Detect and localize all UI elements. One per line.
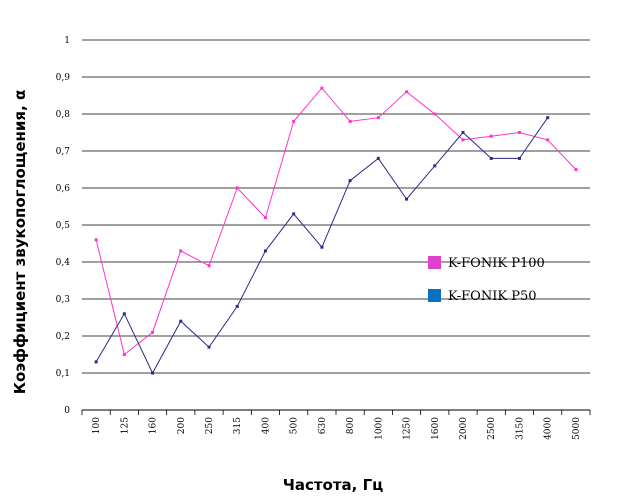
x-tick-label: 800 <box>346 417 356 434</box>
series-line-0 <box>95 87 577 356</box>
data-point <box>405 90 409 94</box>
y-tick-label: 0,8 <box>56 110 71 120</box>
x-tick-label: 250 <box>205 417 215 434</box>
y-axis-title: Коэффициент звукопоглощения, α <box>11 90 29 395</box>
x-tick-label: 5000 <box>572 417 582 440</box>
data-point <box>433 164 437 168</box>
legend-swatch <box>428 256 441 269</box>
data-point <box>235 186 239 190</box>
series-layer <box>94 86 578 375</box>
data-point <box>263 249 267 253</box>
data-point <box>207 264 211 268</box>
data-point <box>179 319 183 323</box>
x-tick-label: 315 <box>233 417 243 434</box>
data-point <box>348 179 352 183</box>
data-point <box>376 116 380 120</box>
y-tick-label: 0,7 <box>56 147 71 157</box>
data-point <box>235 304 239 308</box>
data-point <box>574 168 578 171</box>
data-point <box>292 212 296 216</box>
x-tick-label: 160 <box>149 417 159 434</box>
x-tick-label: 500 <box>290 417 300 434</box>
y-tick-label: 0,5 <box>56 221 71 231</box>
data-point <box>94 360 98 364</box>
data-point <box>489 156 493 160</box>
legend-swatch <box>428 289 441 302</box>
data-point <box>546 116 550 120</box>
x-tick-label: 630 <box>318 417 328 434</box>
data-point <box>122 312 126 316</box>
x-axis-title: Частота, Гц <box>283 476 384 494</box>
x-tick-label: 2000 <box>459 417 469 440</box>
x-tick-label: 3150 <box>515 417 525 440</box>
data-point <box>207 345 211 349</box>
series-line-1 <box>95 117 549 375</box>
data-point <box>151 330 155 334</box>
x-tick-label: 200 <box>177 417 187 434</box>
data-point <box>461 131 465 134</box>
y-tick-label: 0,3 <box>56 295 71 305</box>
data-point <box>461 138 465 142</box>
data-point <box>263 216 267 220</box>
y-tick-label: 1 <box>64 36 70 46</box>
data-point <box>94 238 98 242</box>
data-point <box>405 197 409 201</box>
x-tick-label: 4000 <box>544 417 554 440</box>
data-point <box>489 134 493 138</box>
y-tick-label: 0 <box>64 406 70 416</box>
data-point <box>320 86 324 90</box>
data-point <box>517 156 521 160</box>
y-tick-label: 0,4 <box>56 258 71 268</box>
y-tick-label: 0,2 <box>56 332 70 342</box>
y-tick-label: 0,9 <box>56 73 71 83</box>
data-point <box>433 112 437 116</box>
data-point <box>517 131 521 134</box>
x-tick-label: 400 <box>261 417 271 434</box>
data-point <box>179 249 183 253</box>
y-axis-ticks: 0 0,1 0,2 0,3 0,4 0,5 0,6 0,7 0,8 0,9 1 <box>56 36 71 416</box>
y-tick-label: 0,6 <box>56 184 71 194</box>
data-point <box>151 371 155 375</box>
legend: K-FONIK P100 K-FONIK P50 <box>428 256 545 304</box>
data-point <box>292 119 296 123</box>
legend-label: K-FONIK P100 <box>448 256 545 271</box>
gridlines <box>82 39 590 374</box>
legend-label: K-FONIK P50 <box>448 289 536 304</box>
x-tick-label: 1600 <box>431 417 441 440</box>
x-tick-label: 1000 <box>374 417 384 440</box>
data-point <box>546 138 550 142</box>
data-point <box>376 156 380 160</box>
y-tick-label: 0,1 <box>56 369 70 379</box>
x-tick-label: 125 <box>120 417 130 434</box>
data-point <box>122 353 126 356</box>
x-axis: 100 125 160 200 250 315 400 500 630 800 1000 1250 16… <box>81 409 591 440</box>
data-point <box>320 245 324 249</box>
data-point <box>348 119 352 123</box>
x-tick-label: 100 <box>92 417 102 434</box>
x-tick-label: 2500 <box>487 417 497 440</box>
x-tick-label: 1250 <box>403 417 413 440</box>
